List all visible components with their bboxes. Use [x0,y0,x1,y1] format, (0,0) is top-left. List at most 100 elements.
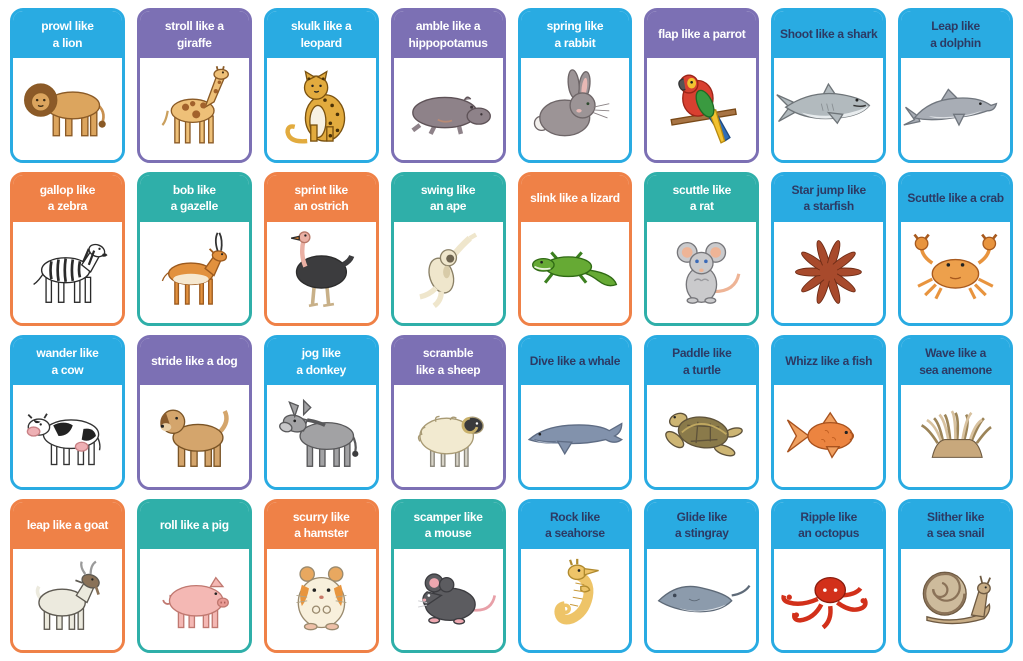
card-lizard[interactable]: slink like a lizard [517,171,633,326]
watermark-mark [216,648,239,651]
card-title-line: Paddle like [672,346,732,361]
donkey-icon [278,398,359,467]
card-seahorse[interactable]: Rock like a seahorse [517,498,633,653]
card-title: Glide like a stingray [647,501,757,549]
watermark-mark [343,648,366,651]
hamster-illustration [266,548,376,650]
watermark-mark [343,157,366,160]
watermark-mark [89,157,112,160]
card-title-line: amble like a [415,19,481,34]
card-title-line: leopard [300,35,343,50]
card-title-line: a zebra [47,199,88,213]
card-title-line: a cow [51,362,84,377]
card-starfish[interactable]: Star jump like a starfish [771,171,887,326]
watermark-mark [724,484,747,487]
card-dolphin[interactable]: Leap like a dolphin [898,8,1013,163]
card-title-line: a gazelle [170,199,219,213]
card-title: Ripple like an octopus [774,501,884,549]
card-donkey[interactable]: jog like a donkey [263,335,379,490]
sea-snail-icon [922,571,992,625]
card-title-line: spring like [546,19,604,34]
dolphin-icon [903,88,998,127]
rat-illustration [647,221,757,323]
card-title: scamper like a mouse [393,501,503,549]
card-giraffe[interactable]: stroll like a giraffe [136,8,252,163]
card-gazelle[interactable]: bob like a gazelle [136,171,252,326]
hippopotamus-icon [411,96,491,135]
card-title-line: Wave like a [925,346,987,361]
card-title-line: a mouse [424,526,472,540]
turtle-icon [665,412,744,457]
watermark-mark [851,484,874,487]
card-title: wander like a cow [13,338,122,385]
card-title-line: roll like a pig [159,517,229,532]
pig-icon [162,576,229,629]
card-ostrich[interactable]: sprint like an ostrich [263,171,379,326]
card-title-line: like a sheep [415,362,481,377]
card-title: scramble like a sheep [393,338,503,385]
watermark-mark [597,648,620,651]
watermark-mark [216,321,239,324]
watermark-mark [597,321,620,324]
fish-illustration [774,385,884,487]
card-shark[interactable]: Shoot like a shark [771,8,887,163]
watermark-mark [343,321,366,324]
card-title-line: skulk like a [290,19,352,34]
lion-icon [24,83,106,137]
card-crab[interactable]: Scuttle like a crab [898,171,1013,326]
card-stingray[interactable]: Glide like a stingray [644,498,760,653]
card-hippopotamus[interactable]: amble like a hippopotamus [390,8,506,163]
card-fish[interactable]: Whizz like a fish [771,335,887,490]
card-whale[interactable]: Dive like a whale [517,335,633,490]
card-title: spring like a rabbit [520,11,630,58]
card-zebra[interactable]: gallop like a zebra [10,171,125,326]
card-mouse[interactable]: scamper like a mouse [390,498,506,653]
gazelle-icon [161,232,227,305]
card-title-line: scuttle like [672,182,732,197]
card-title-line: sprint like [294,182,348,197]
card-rat[interactable]: scuttle like a rat [644,171,760,326]
card-title: skulk like a leopard [266,11,376,58]
turtle-illustration [647,385,757,487]
card-goat[interactable]: leap like a goat [10,498,125,653]
card-title-line: a hamster [294,526,349,540]
octopus-illustration [774,548,884,650]
card-title-line: swing like [420,182,476,197]
watermark-mark [89,484,112,487]
card-title-line: Slither like [927,509,985,524]
card-lion[interactable]: prowl like a lion [10,8,125,163]
mouse-icon [417,573,496,625]
watermark-mark [470,648,493,651]
card-sheep[interactable]: scramble like a sheep [390,335,506,490]
card-rabbit[interactable]: spring like a rabbit [517,8,633,163]
leopard-illustration [266,58,376,160]
card-title-line: hippopotamus [408,35,488,50]
card-dog[interactable]: stride like a dog [136,335,252,490]
card-turtle[interactable]: Paddle like a turtle [644,335,760,490]
dog-illustration [139,385,249,487]
card-ape[interactable]: swing like an ape [390,171,506,326]
card-title: Star jump like a starfish [774,174,884,222]
card-title-line: an octopus [798,526,860,540]
sea-anemone-illustration [901,385,1010,487]
card-title: Paddle like a turtle [647,338,757,385]
card-pig[interactable]: roll like a pig [136,498,252,653]
card-leopard[interactable]: skulk like a leopard [263,8,379,163]
card-title-line: prowl like [41,19,94,34]
card-title: amble like a hippopotamus [393,11,503,58]
rabbit-illustration [520,58,630,160]
watermark-mark [470,484,493,487]
card-parrot[interactable]: flap like a parrot [644,8,760,163]
card-cow[interactable]: wander like a cow [10,335,125,490]
crab-icon [913,234,998,300]
card-octopus[interactable]: Ripple like an octopus [771,498,887,653]
card-sea-anemone[interactable]: Wave like a sea anemone [898,335,1013,490]
card-title: Slither like a sea snail [901,501,1010,549]
hamster-icon [296,566,347,631]
watermark-mark [216,484,239,487]
card-sea-snail[interactable]: Slither like a sea snail [898,498,1013,653]
card-title-line: Rock like [549,509,600,524]
card-title: Shoot like a shark [774,11,884,58]
card-hamster[interactable]: scurry like a hamster [263,498,379,653]
